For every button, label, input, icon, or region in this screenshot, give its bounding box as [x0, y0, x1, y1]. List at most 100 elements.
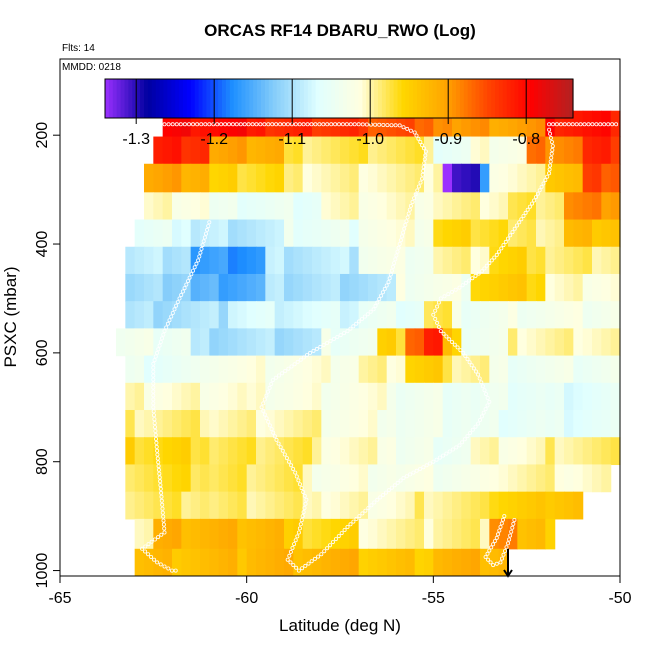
- heatmap-cell: [218, 382, 229, 411]
- track-point: [288, 549, 293, 554]
- heatmap-cell: [442, 548, 453, 576]
- heatmap-cell: [601, 246, 612, 275]
- track-point: [151, 369, 156, 374]
- heatmap-cell: [424, 548, 434, 576]
- heatmap-cell: [452, 219, 462, 248]
- track-point: [421, 146, 426, 151]
- track-point: [476, 271, 481, 276]
- heatmap-cell: [218, 518, 229, 550]
- heatmap-cell: [172, 110, 182, 138]
- track-point: [169, 568, 174, 573]
- heatmap-cell: [228, 301, 238, 329]
- heatmap-cell: [340, 355, 350, 384]
- track-point: [487, 261, 492, 266]
- track-point: [354, 321, 359, 326]
- heatmap-cell: [498, 219, 509, 248]
- track-point: [271, 430, 276, 435]
- heatmap-cell: [330, 410, 341, 438]
- heatmap-cell: [601, 219, 612, 248]
- track-point: [203, 231, 208, 236]
- track-point: [384, 283, 389, 288]
- heatmap-cell: [218, 192, 229, 221]
- heatmap-cell: [536, 518, 546, 550]
- heatmap-cell: [246, 136, 257, 165]
- track-point: [325, 546, 330, 551]
- heatmap-cell: [573, 273, 584, 302]
- heatmap-cell: [200, 301, 210, 329]
- heatmap-cell: [162, 273, 173, 302]
- colorbar-segment: [448, 79, 453, 118]
- heatmap-cell: [228, 163, 238, 193]
- track-point: [270, 122, 275, 127]
- track-point: [266, 122, 271, 127]
- track-point: [380, 290, 385, 295]
- track-point: [398, 238, 403, 243]
- track-point: [328, 338, 333, 343]
- heatmap-cell: [424, 382, 434, 411]
- heatmap-cell: [405, 464, 416, 493]
- colorbar-segment: [300, 79, 305, 118]
- heatmap-cell: [134, 464, 145, 493]
- heatmap-cell: [461, 136, 472, 165]
- track-point: [471, 366, 476, 371]
- heatmap-cell: [610, 219, 621, 248]
- heatmap-cell: [377, 355, 388, 384]
- heatmap-cell: [592, 410, 602, 438]
- track-point: [502, 549, 507, 554]
- colorbar-segment: [350, 79, 356, 118]
- colorbar-segment: [498, 79, 504, 118]
- heatmap-cell: [312, 192, 322, 221]
- heatmap-cell: [153, 136, 164, 165]
- heatmap-cell: [144, 410, 154, 438]
- heatmap-cell: [489, 328, 500, 357]
- heatmap-cell: [144, 163, 154, 193]
- track-point: [530, 201, 535, 206]
- heatmap-cell: [209, 273, 220, 302]
- heatmap-cell: [377, 410, 388, 438]
- track-point: [401, 125, 406, 130]
- heatmap-cell: [256, 410, 266, 438]
- heatmap-cell: [284, 273, 294, 302]
- colorbar-segment: [358, 79, 363, 118]
- colorbar-segment: [147, 79, 153, 118]
- heatmap-cell: [246, 273, 257, 302]
- colorbar-segment: [159, 79, 165, 118]
- heatmap-cell: [433, 136, 444, 165]
- track-point: [479, 269, 484, 274]
- heatmap-cell: [134, 382, 145, 411]
- colorbar-segment: [276, 79, 282, 118]
- heatmap-cell: [396, 548, 406, 576]
- track-point: [455, 345, 460, 350]
- colorbar-segment: [272, 79, 278, 118]
- track-point: [502, 514, 507, 519]
- heatmap-cell: [508, 410, 518, 438]
- track-point: [404, 219, 409, 224]
- heatmap-cell: [377, 464, 388, 493]
- heatmap-cell: [498, 518, 509, 550]
- track-point: [416, 136, 421, 141]
- heatmap-cell: [461, 355, 472, 384]
- heatmap-cell: [452, 301, 462, 329]
- heatmap-cell: [162, 246, 173, 275]
- track-point: [477, 376, 482, 381]
- track-point: [558, 122, 563, 127]
- track-point: [435, 320, 440, 325]
- heatmap-cell: [405, 110, 416, 138]
- heatmap-cell: [461, 410, 472, 438]
- heatmap-cell: [284, 491, 294, 520]
- heatmap-cell: [461, 301, 472, 329]
- track-point: [431, 312, 436, 317]
- track-point: [295, 359, 300, 364]
- track-point: [308, 350, 313, 355]
- track-point: [153, 428, 158, 433]
- heatmap-cell: [414, 301, 425, 329]
- heatmap-cell: [246, 491, 257, 520]
- heatmap-cell: [200, 437, 210, 466]
- heatmap-cell: [610, 273, 621, 302]
- x-axis: -65 -60 -55 -50: [48, 576, 632, 607]
- heatmap-cell: [321, 219, 332, 248]
- heatmap-cell: [414, 192, 425, 221]
- track-point: [170, 122, 175, 127]
- track-point: [162, 530, 167, 535]
- heatmap-cell: [265, 273, 276, 302]
